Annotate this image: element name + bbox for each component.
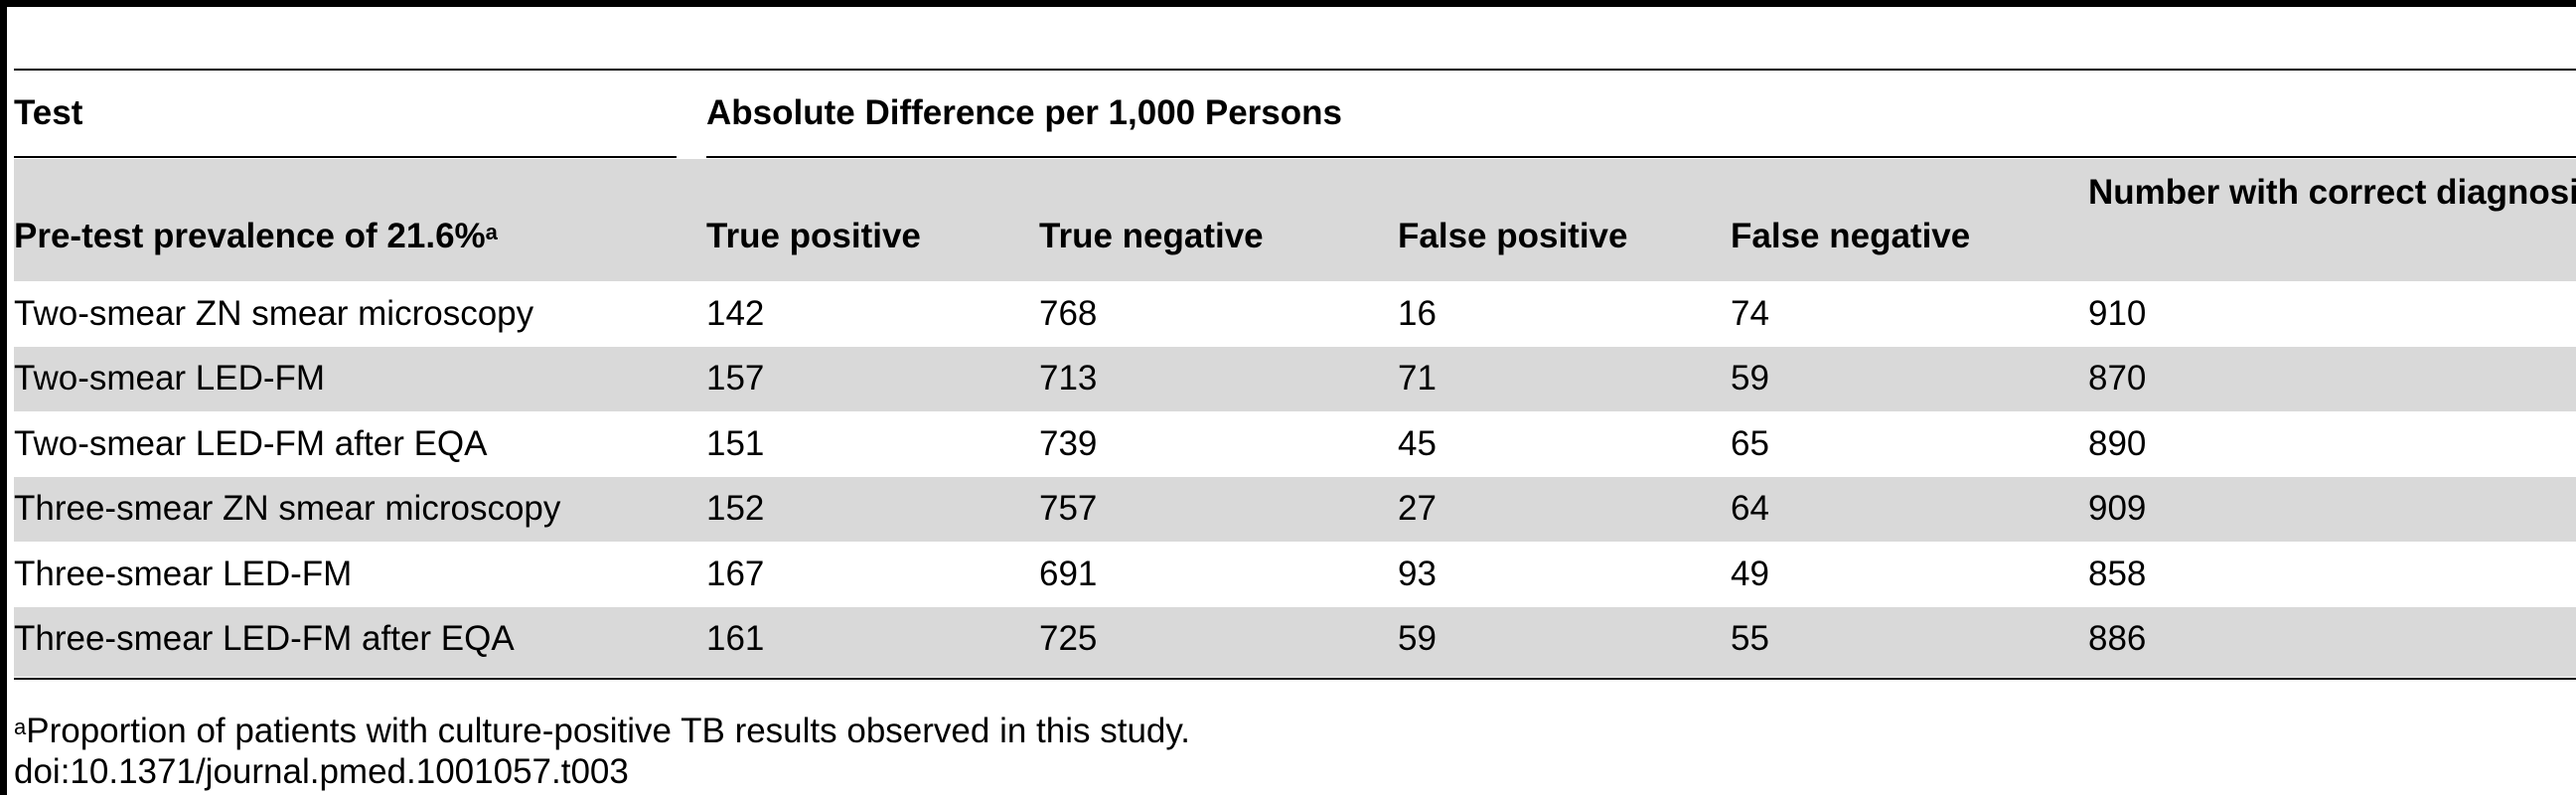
header-absolute-difference: Absolute Difference per 1,000 Persons [706,93,1342,132]
row-test-name: Two-smear LED-FM [14,359,326,398]
table-bottom-rule [14,678,2576,680]
row-test-name: Three-smear LED-FM after EQA [14,619,515,658]
column-header-true-positive: True positive [706,217,921,255]
cell-tp: 151 [706,424,765,463]
cell-tp: 161 [706,619,765,658]
column-header-correct-diagnosis: Number with correct diagnosis [2088,173,2576,212]
span-header-underline [706,156,2576,158]
table-top-rule [14,69,2576,71]
row-band-2 [14,347,2576,411]
cell-fp: 59 [1398,619,1437,658]
cell-tp: 142 [706,294,765,333]
cell-fn: 55 [1731,619,1769,658]
row-band-4 [14,477,2576,542]
column-header-true-negative: True negative [1039,217,1264,255]
cell-correct: 910 [2088,294,2147,333]
top-border [0,0,2576,7]
row-test-name: Three-smear LED-FM [14,555,353,593]
footnote-marker: a [14,715,27,739]
prevalence-footnote-marker: a [485,220,498,244]
row-test-name: Two-smear ZN smear microscopy [14,294,534,333]
cell-fp: 71 [1398,359,1437,398]
cell-tp: 167 [706,555,765,593]
column-header-band [14,159,2576,281]
doi-line: doi:10.1371/journal.pmed.1001057.t003 [14,752,629,791]
cell-fn: 59 [1731,359,1769,398]
column-header-false-negative: False negative [1731,217,1971,255]
column-header-prevalence: Pre-test prevalence of 21.6%a [14,215,498,258]
cell-tn: 725 [1039,619,1098,658]
cell-tn: 713 [1039,359,1098,398]
cell-tn: 691 [1039,555,1098,593]
cell-fp: 45 [1398,424,1437,463]
cell-fp: 16 [1398,294,1437,333]
row-test-name: Three-smear ZN smear microscopy [14,489,561,528]
test-header-underline [14,156,677,158]
cell-tp: 157 [706,359,765,398]
left-border [0,0,7,795]
cell-tn: 739 [1039,424,1098,463]
cell-fn: 49 [1731,555,1769,593]
cell-tp: 152 [706,489,765,528]
cell-correct: 870 [2088,359,2147,398]
cell-fp: 93 [1398,555,1437,593]
prevalence-label: Pre-test prevalence of 21.6% [14,217,486,255]
footnote: aProportion of patients with culture-pos… [14,710,1190,753]
column-header-false-positive: False positive [1398,217,1628,255]
cell-correct: 858 [2088,555,2147,593]
cell-correct: 909 [2088,489,2147,528]
cell-correct: 890 [2088,424,2147,463]
footnote-text: Proportion of patients with culture-posi… [26,712,1191,750]
cell-fn: 64 [1731,489,1769,528]
header-test: Test [14,93,83,132]
cell-fn: 65 [1731,424,1769,463]
row-test-name: Two-smear LED-FM after EQA [14,424,488,463]
cell-correct: 886 [2088,619,2147,658]
row-band-6 [14,607,2576,677]
cell-tn: 757 [1039,489,1098,528]
cell-fn: 74 [1731,294,1769,333]
cell-tn: 768 [1039,294,1098,333]
cell-fp: 27 [1398,489,1437,528]
